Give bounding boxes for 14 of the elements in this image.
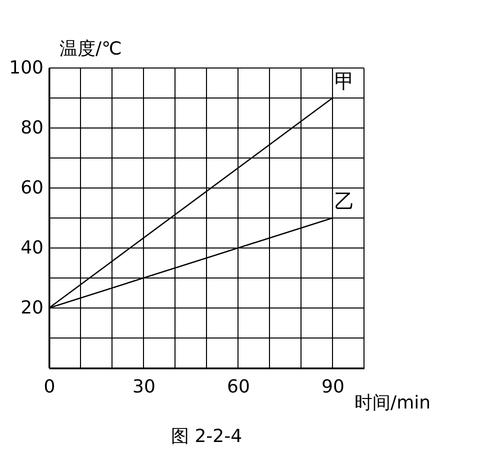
y-tick-label: 60 [20,178,44,198]
x-tick-label: 90 [322,376,344,398]
y-tick-label: 80 [20,118,44,138]
caption: 图 2-2-4 [170,426,242,447]
y-tick-label: 20 [20,298,44,318]
x-tick-label: 60 [227,376,250,398]
y-axis-title: 温度/℃ [60,38,122,60]
y-tick-label: 40 [20,238,44,258]
x-axis-title: 时间/min [354,392,431,414]
x-tick-label: 30 [132,376,156,398]
series-label: 甲 [334,69,354,93]
series-label: 乙 [334,189,354,213]
x-tick-label: 0 [44,376,56,398]
y-tick-label: 100 [9,58,44,78]
